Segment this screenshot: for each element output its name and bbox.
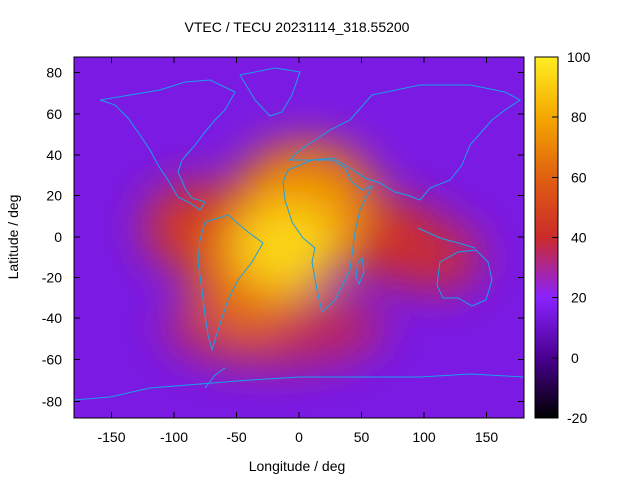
colorbar-tick-label: 20 — [571, 290, 587, 306]
chart-title: VTEC / TECU 20231114_318.55200 — [185, 19, 410, 35]
coast-south-america — [197, 214, 264, 352]
colorbar-tick-label: 0 — [571, 350, 579, 366]
colorbar-tick-label: -20 — [567, 410, 587, 426]
colorbar: -20 0 20 40 60 80 100 — [534, 49, 591, 426]
y-axis: -80 -60 -40 -20 0 20 40 60 80 Latitude /… — [5, 65, 524, 410]
y-tick-label: -40 — [42, 310, 62, 326]
x-axis-label: Longitude / deg — [249, 458, 346, 474]
x-axis: -150 -100 -50 0 50 100 150 Longitude / d… — [97, 57, 498, 474]
x-tick-label: -150 — [97, 429, 125, 445]
coastlines — [74, 67, 524, 401]
y-axis-label: Latitude / deg — [5, 195, 21, 280]
x-tick-label: -100 — [160, 429, 188, 445]
x-tick-label: 100 — [412, 429, 436, 445]
coast-greenland — [239, 67, 301, 117]
coast-madagascar — [355, 256, 365, 286]
y-tick-label: 80 — [46, 65, 62, 81]
x-tick-label: 50 — [354, 429, 370, 445]
y-tick-label: 0 — [54, 229, 62, 245]
coast-antarctica — [74, 373, 524, 401]
coast-north-america — [99, 79, 236, 211]
coast-indonesia — [417, 227, 476, 249]
coast-antarctic-peninsula — [204, 367, 226, 389]
y-tick-label: -60 — [42, 352, 62, 368]
y-tick-label: 60 — [46, 106, 62, 122]
coast-eurasia — [288, 84, 521, 201]
colorbar-tick-label: 100 — [567, 49, 591, 65]
x-tick-label: 0 — [295, 429, 303, 445]
x-tick-label: 150 — [475, 429, 499, 445]
y-tick-label: -80 — [42, 394, 62, 410]
colorbar-tick-label: 40 — [571, 230, 587, 246]
y-tick-label: 20 — [46, 188, 62, 204]
y-tick-label: -20 — [42, 270, 62, 286]
colorbar-tick-label: 80 — [571, 109, 587, 125]
colorbar-tick-label: 60 — [571, 170, 587, 186]
coast-africa — [282, 159, 374, 313]
x-tick-label: -50 — [226, 429, 246, 445]
heatmap-region — [231, 202, 342, 293]
y-tick-label: 40 — [46, 147, 62, 163]
heatmap-area — [74, 57, 524, 418]
coast-australia — [436, 249, 493, 307]
